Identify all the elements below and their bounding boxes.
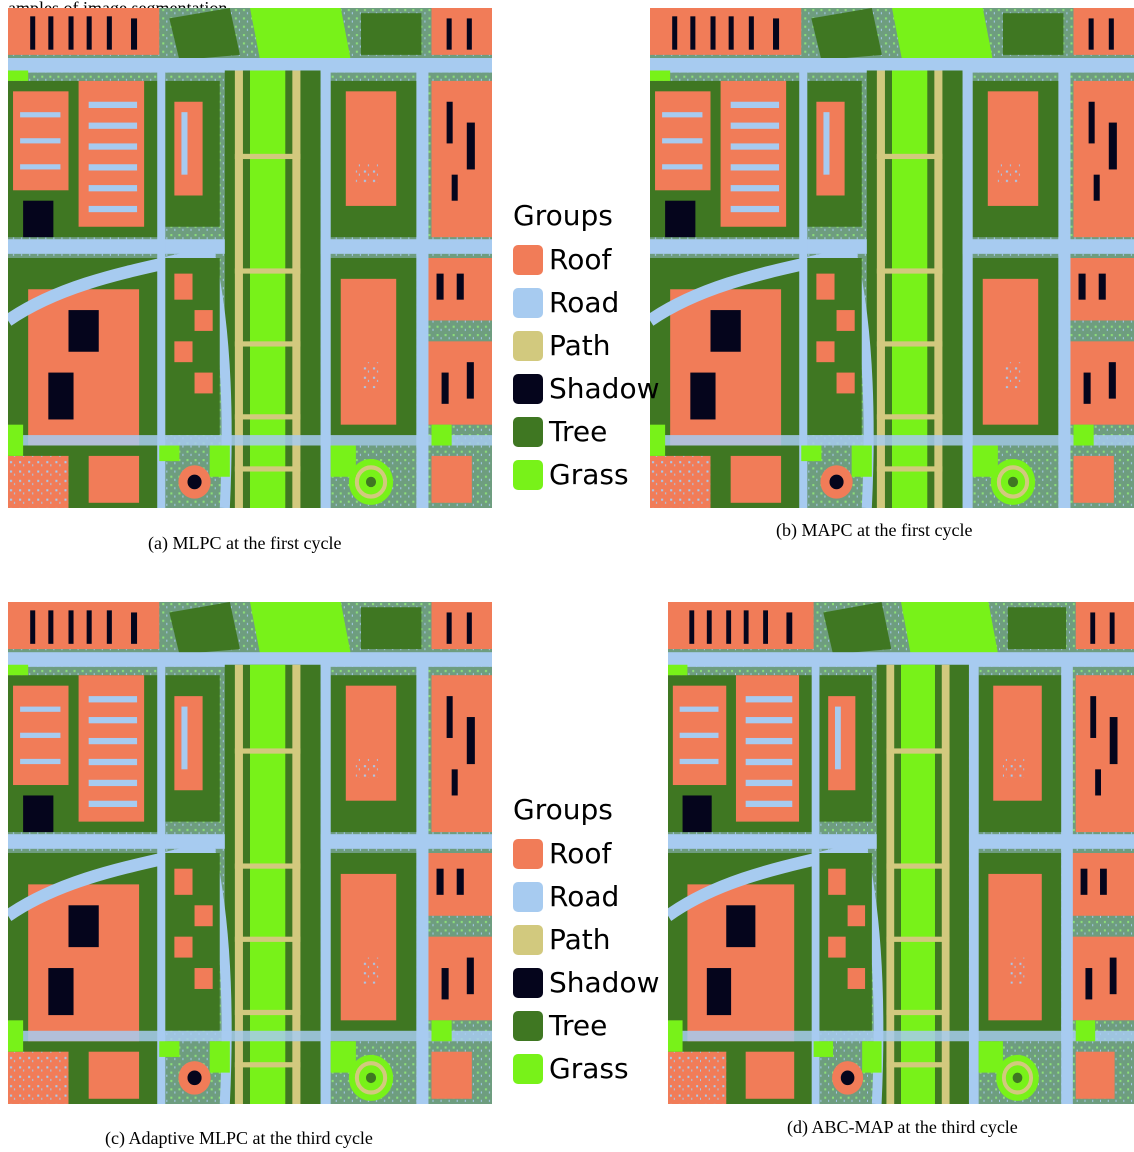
path-swatch: [513, 330, 543, 361]
tree-swatch: [513, 416, 543, 447]
legend-label: Grass: [549, 1052, 629, 1085]
legend-label: Shadow: [549, 372, 660, 405]
grass-swatch: [513, 1053, 543, 1084]
grass-swatch: [513, 459, 543, 490]
legend-item-tree: Tree: [513, 1004, 659, 1047]
legend-label: Roof: [549, 837, 612, 870]
legend-item-tree: Tree: [513, 410, 659, 453]
legend-label: Tree: [549, 1009, 608, 1042]
legend-label: Road: [549, 880, 620, 913]
road-swatch: [513, 881, 543, 912]
path-swatch: [513, 924, 543, 955]
legend-item-grass: Grass: [513, 453, 659, 496]
segmentation-map-c: [8, 602, 492, 1104]
roof-swatch: [513, 838, 543, 869]
legend-item-shadow: Shadow: [513, 961, 659, 1004]
legend-label: Path: [549, 329, 611, 362]
segmentation-map-b: [650, 8, 1134, 508]
shadow-swatch: [513, 967, 543, 998]
legend-item-path: Path: [513, 918, 659, 961]
legend-item-road: Road: [513, 281, 659, 324]
legend-label: Grass: [549, 458, 629, 491]
legend-item-grass: Grass: [513, 1047, 659, 1090]
road-swatch: [513, 287, 543, 318]
caption-d: (d) ABC-MAP at the third cycle: [787, 1117, 1018, 1137]
legend-top: Groups Roof Road Path Shadow Tree Grass: [513, 194, 659, 496]
legend-title: Groups: [513, 793, 613, 826]
legend-item-shadow: Shadow: [513, 367, 659, 410]
legend-title: Groups: [513, 199, 613, 232]
roof-swatch: [513, 244, 543, 275]
shadow-swatch: [513, 373, 543, 404]
legend-item-roof: Roof: [513, 832, 659, 875]
tree-swatch: [513, 1010, 543, 1041]
caption-a: (a) MLPC at the first cycle: [148, 533, 342, 553]
legend-bottom: Groups Roof Road Path Shadow Tree Grass: [513, 788, 659, 1090]
legend-item-path: Path: [513, 324, 659, 367]
caption-c: (c) Adaptive MLPC at the third cycle: [105, 1128, 373, 1148]
legend-label: Shadow: [549, 966, 660, 999]
legend-label: Tree: [549, 415, 608, 448]
legend-item-roof: Roof: [513, 238, 659, 281]
legend-item-road: Road: [513, 875, 659, 918]
legend-label: Path: [549, 923, 611, 956]
segmentation-map-a: [8, 8, 492, 508]
caption-b: (b) MAPC at the first cycle: [776, 520, 973, 540]
segmentation-map-d: [668, 602, 1134, 1104]
legend-label: Road: [549, 286, 620, 319]
legend-label: Roof: [549, 243, 612, 276]
